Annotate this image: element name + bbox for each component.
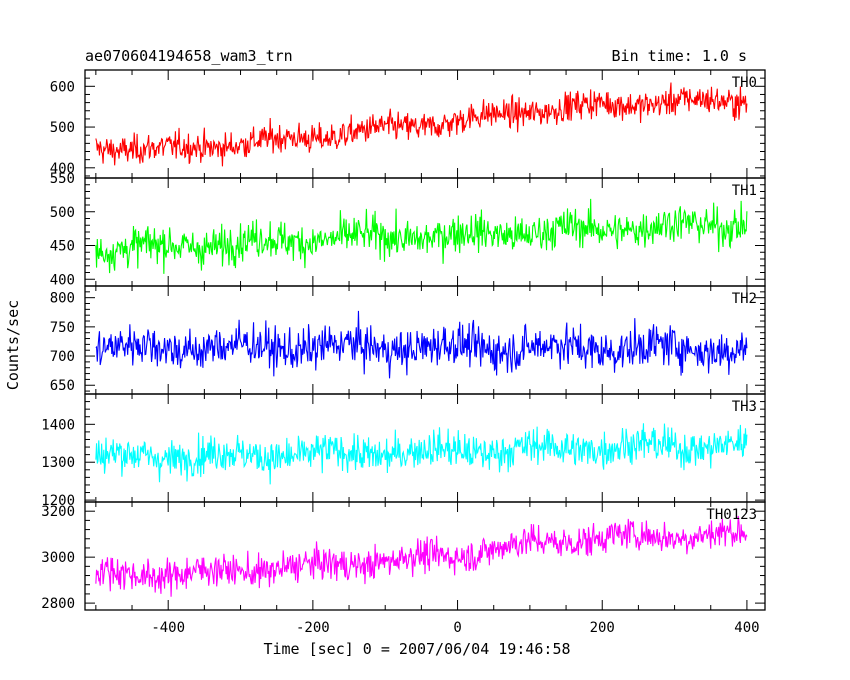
y-tick-label: 400 <box>50 161 75 177</box>
x-tick-label: -400 <box>151 620 185 636</box>
series-line-th0123 <box>95 515 748 597</box>
series-line-th1 <box>95 198 748 274</box>
panel-th0: 400 500 600 TH0 <box>50 69 766 179</box>
x-tick-label: 200 <box>590 620 615 636</box>
y-tick-label: 3200 <box>41 504 75 520</box>
series-line-th3 <box>95 423 748 485</box>
y-tick-label: 2800 <box>41 596 75 612</box>
panel-th0123: 2800 3000 3200 TH0123 <box>41 501 766 612</box>
x-tick-label: 0 <box>453 620 461 636</box>
y-tick-label: 1400 <box>41 417 75 433</box>
y-axis-label: Counts/sec <box>4 300 22 390</box>
y-tick-label: 550 <box>50 171 75 187</box>
panel-th1: 400 450 500 550 TH1 <box>50 171 766 288</box>
series-line-th0 <box>95 82 748 167</box>
y-tick-label: 450 <box>50 239 75 255</box>
y-tick-label: 1200 <box>41 493 75 509</box>
y-tick-label: 600 <box>50 79 75 95</box>
panel-label-th0: TH0 <box>732 75 757 91</box>
y-tick-label: 400 <box>50 272 75 288</box>
panels-group: 400 500 600 TH0 400 450 500 550 TH1 650 700 750 800 T… <box>41 69 766 636</box>
y-tick-label: 800 <box>50 291 75 307</box>
panel-label-th2: TH2 <box>732 291 757 307</box>
panel-label-th0123: TH0123 <box>706 507 757 523</box>
panel-th2: 650 700 750 800 TH2 <box>50 285 766 395</box>
x-tick-label: 400 <box>734 620 759 636</box>
y-tick-label: 1300 <box>41 455 75 471</box>
x-axis-label: Time [sec] 0 = 2007/06/04 19:46:58 <box>263 640 570 658</box>
y-tick-label: 750 <box>50 320 75 336</box>
y-tick-label: 500 <box>50 205 75 221</box>
chart-title: ae070604194658_wam3_trn <box>85 47 293 65</box>
bin-time-label: Bin time: 1.0 s <box>612 47 747 65</box>
x-tick-label: -200 <box>296 620 330 636</box>
panel-label-th1: TH1 <box>732 183 757 199</box>
y-tick-label: 3000 <box>41 550 75 566</box>
panel-th3: 1200 1300 1400 TH3 <box>41 393 766 509</box>
series-line-th2 <box>95 310 748 379</box>
panel-label-th3: TH3 <box>732 399 757 415</box>
y-tick-label: 700 <box>50 349 75 365</box>
panel-frame <box>84 501 766 611</box>
y-tick-label: 650 <box>50 378 75 394</box>
y-tick-label: 500 <box>50 120 75 136</box>
